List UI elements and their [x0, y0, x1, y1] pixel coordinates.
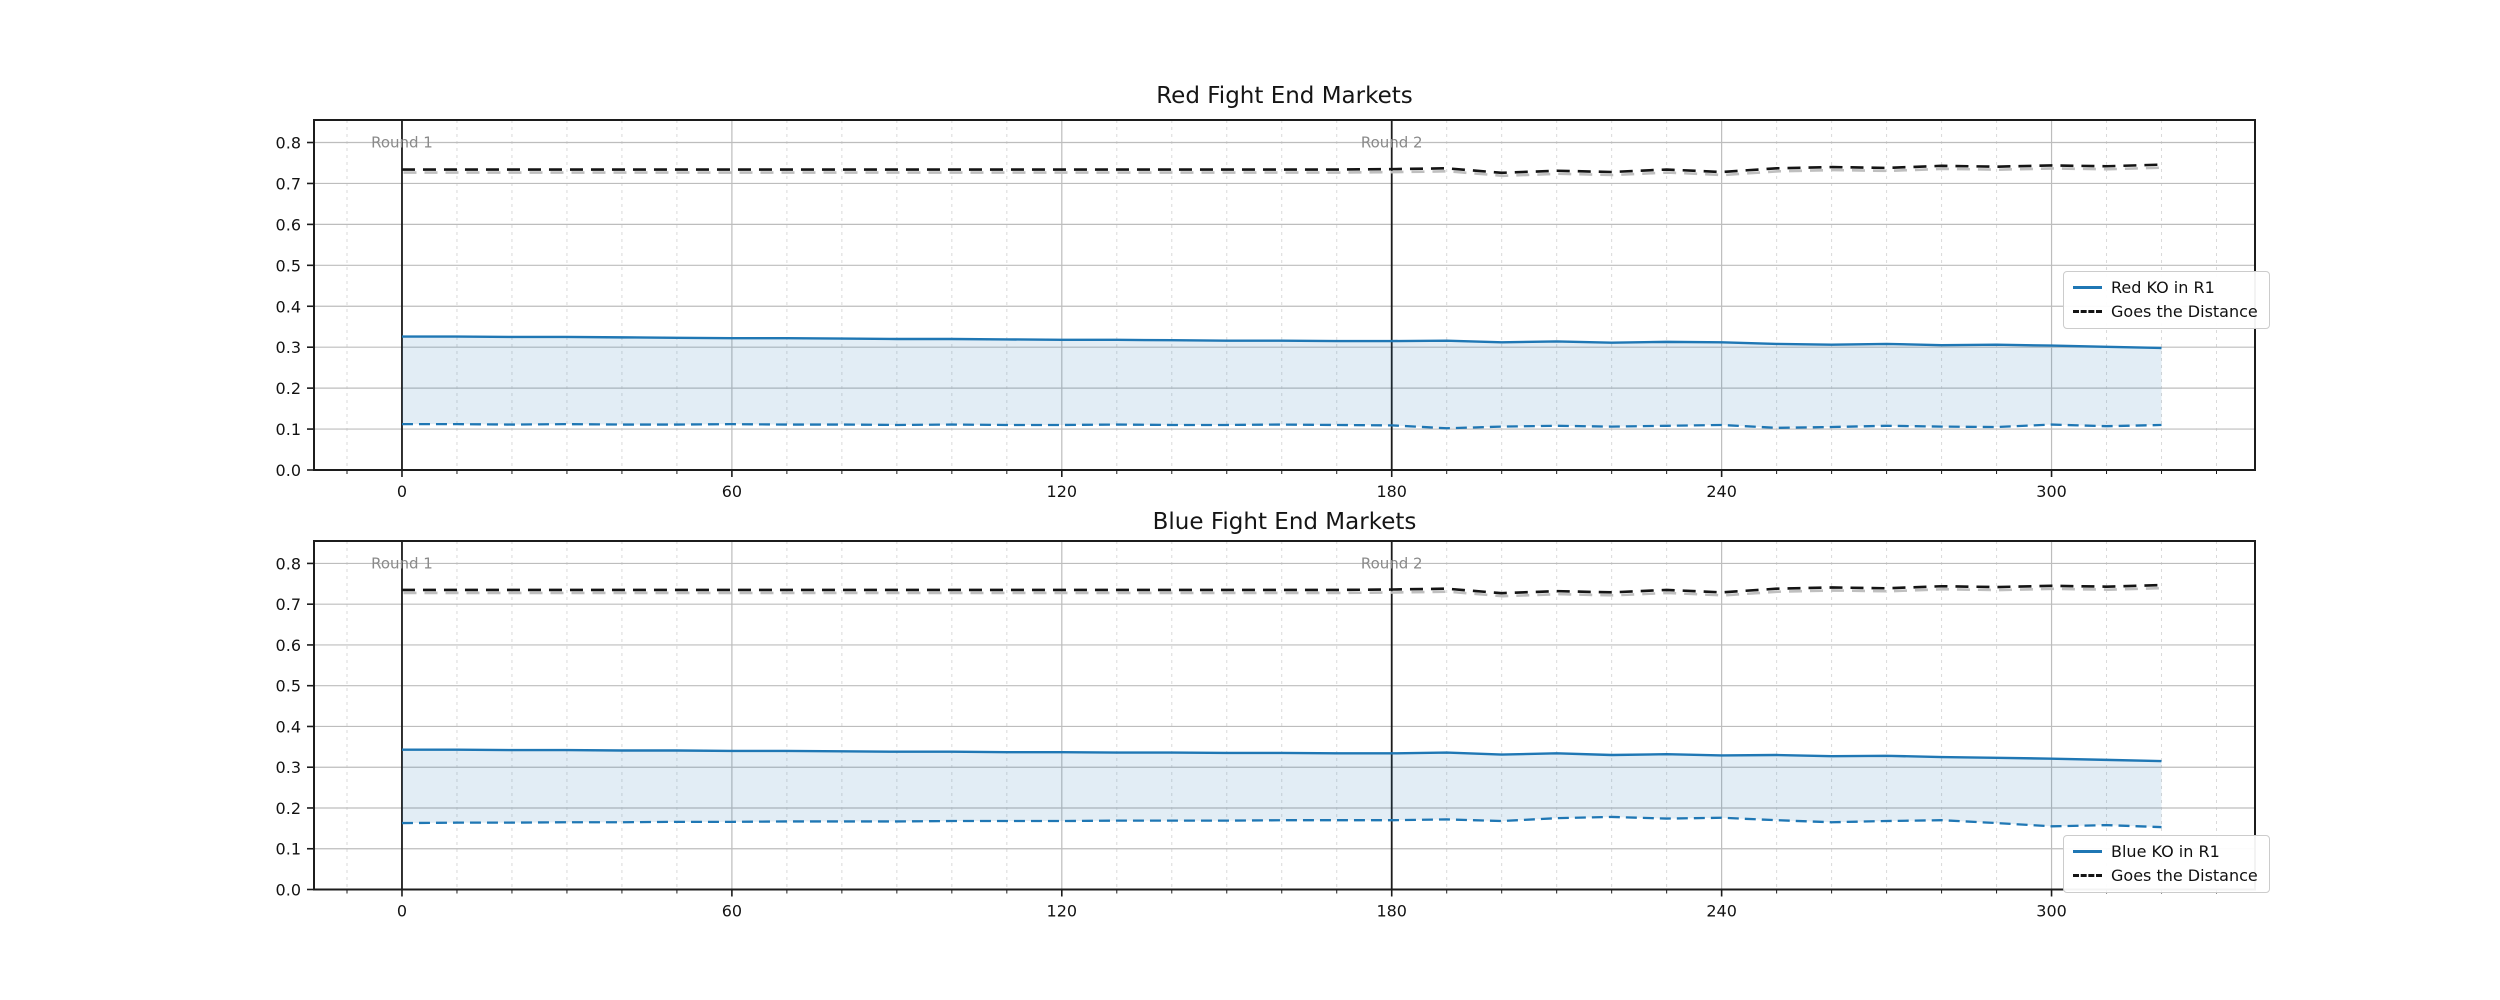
y-tick-label: 0.2 [276, 379, 301, 398]
legend-item-goes-distance: Goes the Distance [2073, 302, 2258, 321]
legend-label: Goes the Distance [2111, 302, 2258, 322]
band-fill [401, 336, 2162, 429]
plot-area-blue: Round 1 Round 2 0 60 120 180 240 300 0.0 0.1 0.2 0.… [276, 540, 2256, 921]
y-tick-label: 0.4 [276, 297, 301, 316]
legend-blue: Blue KO in R1 Goes the Distance [2063, 835, 2270, 894]
round-marker-label: Round 2 [1361, 134, 1423, 152]
legend-label: Red KO in R1 [2111, 278, 2215, 297]
x-tick-label: 240 [1706, 482, 1737, 500]
x-minor-gridlines [346, 541, 2218, 890]
solid-line-sample-icon [2073, 850, 2102, 854]
band-fill [401, 749, 2162, 828]
dashed-line-sample-icon [2073, 310, 2102, 314]
legend-red: Red KO in R1 Goes the Distance [2063, 271, 2270, 330]
y-tick-label: 0.5 [276, 677, 301, 696]
y-tick-label: 0.3 [276, 338, 301, 357]
chart-title-blue: Blue Fight End Markets [1152, 509, 1417, 535]
chart-title-red: Red Fight End Markets [1156, 83, 1413, 109]
series-shadow [403, 166, 2164, 178]
legend-label: Goes the Distance [2111, 866, 2258, 886]
x-tick-label: 120 [1047, 902, 1078, 921]
y-tick-label: 0.8 [276, 554, 301, 573]
round-markers: Round 1 Round 2 [371, 120, 1423, 470]
legend-item-blue-ko: Blue KO in R1 [2073, 842, 2258, 861]
y-tick-label: 0.3 [276, 758, 301, 777]
axis-spines [313, 540, 2256, 891]
y-tick-label: 0.7 [276, 595, 301, 614]
x-tick-label: 180 [1376, 482, 1407, 500]
round-marker-label: Round 1 [371, 554, 433, 572]
series-blue-ko-in-r1-band-lower-bound [401, 815, 2162, 829]
x-tick-label: 180 [1376, 902, 1407, 921]
y-tick-label: 0.2 [276, 799, 301, 818]
y-tick-label: 0.0 [276, 461, 301, 480]
y-tick-label: 0.1 [276, 840, 301, 859]
x-tick-label: 60 [722, 482, 742, 500]
series-red-ko-in-r1-band-lower-bound [401, 423, 2162, 430]
x-minor-gridlines [346, 120, 2218, 470]
y-tick-label: 0.5 [276, 256, 301, 275]
chart-blue-fight-end-markets: Round 1 Round 2 0 60 120 180 240 300 0.0 0.1 0.2 0.… [0, 500, 2500, 1000]
legend-item-red-ko: Red KO in R1 [2073, 278, 2258, 297]
x-tick-label: 0 [397, 482, 407, 500]
axis-ticks-and-labels: 0 60 120 180 240 300 0.0 0.1 0.2 0.3 0.4 0.5 0.6 0.7 0… [276, 134, 2218, 500]
x-tick-label: 300 [2036, 902, 2067, 921]
y-tick-label: 0.4 [276, 717, 301, 736]
y-tick-label: 0.6 [276, 636, 301, 655]
y-tick-label: 0.8 [276, 134, 301, 153]
y-tick-label: 0.0 [276, 881, 301, 900]
series-shadow [403, 586, 2164, 598]
round-marker-label: Round 1 [371, 134, 433, 152]
chart-red-fight-end-markets: Round 1 Round 2 0 60 120 180 240 300 0.0 0.1 0.2 0.… [276, 83, 2270, 500]
legend-label: Blue KO in R1 [2111, 842, 2220, 861]
solid-line-sample-icon [2073, 286, 2102, 290]
x-tick-label: 120 [1047, 482, 1078, 500]
plot-area-red: Round 1 Round 2 0 60 120 180 240 300 0.0 0.1 0.2 0.… [276, 119, 2256, 500]
y-tick-label: 0.1 [276, 420, 301, 439]
series-blue-ko-in-r1 [401, 748, 2162, 763]
round-marker-label: Round 2 [1361, 554, 1423, 572]
x-tick-label: 60 [722, 902, 742, 921]
x-tick-label: 240 [1706, 902, 1737, 921]
y-tick-label: 0.6 [276, 215, 301, 234]
axis-ticks-and-labels: 0 60 120 180 240 300 0.0 0.1 0.2 0.3 0.4 0.5 0.6 0.7 0… [276, 554, 2218, 921]
x-tick-label: 300 [2036, 482, 2067, 500]
series-red-ko-in-r1 [401, 335, 2162, 350]
legend-item-goes-distance: Goes the Distance [2073, 866, 2258, 885]
dashed-line-sample-icon [2073, 874, 2102, 878]
y-tick-label: 0.7 [276, 174, 301, 193]
x-tick-label: 0 [397, 902, 407, 921]
round-markers: Round 1 Round 2 [371, 541, 1423, 890]
